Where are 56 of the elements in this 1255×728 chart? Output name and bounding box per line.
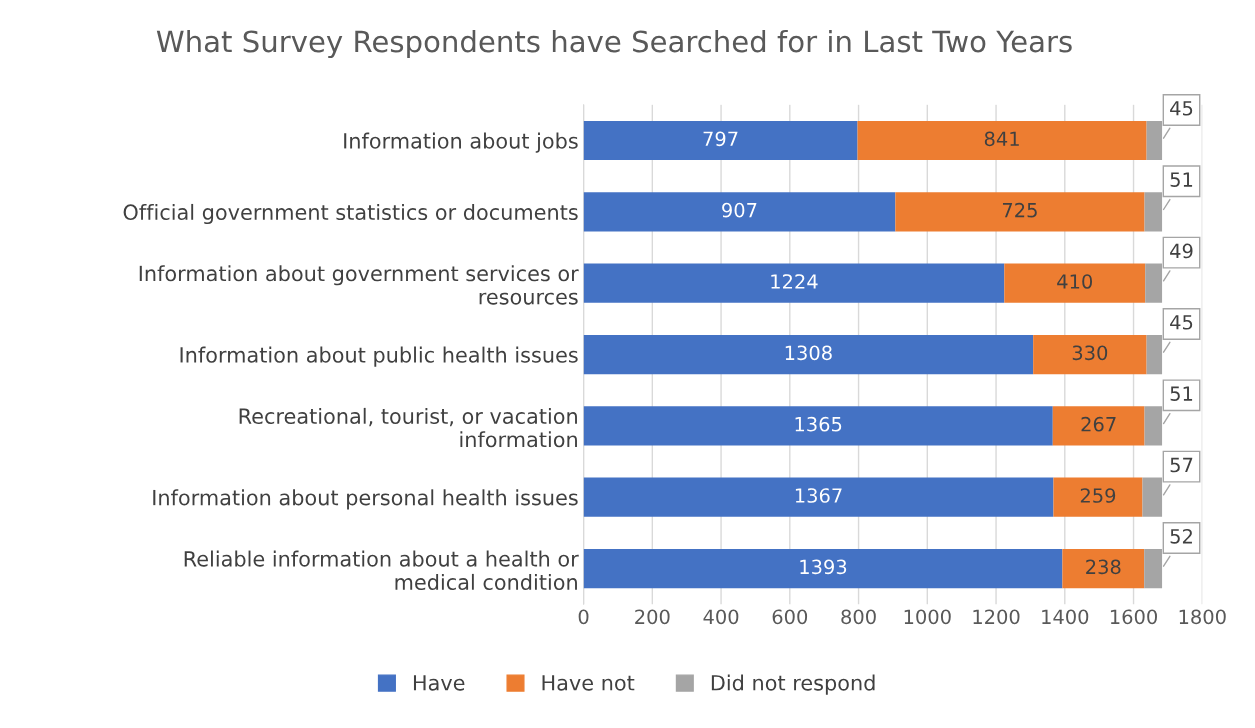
data-label: 1367 bbox=[795, 488, 842, 503]
bar bbox=[583, 263, 1005, 303]
y-tick-label: Recreational, tourist, or vacation information bbox=[239, 407, 577, 448]
data-label: 259 bbox=[1080, 488, 1116, 503]
data-label: 267 bbox=[1081, 416, 1116, 432]
data-label: 841 bbox=[984, 131, 1019, 147]
x-tick-label: 1600 bbox=[1110, 609, 1157, 625]
x-tick-label: 1000 bbox=[904, 609, 951, 625]
x-tick-label: 0 bbox=[578, 609, 589, 625]
bar bbox=[895, 192, 1145, 232]
bar bbox=[1033, 334, 1147, 375]
y-tick-label: Official government statistics or documents bbox=[123, 203, 578, 225]
bar bbox=[1053, 477, 1143, 517]
data-label: 51 bbox=[1170, 386, 1193, 401]
y-tick-label: Information about government services or resources bbox=[139, 265, 579, 305]
legend-label: Have not bbox=[542, 675, 635, 691]
x-tick-label: 600 bbox=[772, 609, 808, 625]
data-label: 52 bbox=[1170, 528, 1192, 544]
y-tick-label: Information about jobs bbox=[344, 132, 578, 153]
data-label: 725 bbox=[1002, 202, 1037, 218]
y-tick-label: Reliable information about a health or medical condition bbox=[184, 550, 579, 591]
bar bbox=[583, 406, 1053, 446]
data-label: 1308 bbox=[785, 345, 832, 361]
bar bbox=[583, 192, 896, 232]
bar bbox=[583, 477, 1054, 517]
x-tick-label: 1200 bbox=[973, 609, 1020, 625]
bar bbox=[1052, 406, 1145, 446]
data-label: 45 bbox=[1170, 101, 1193, 116]
x-tick-label: 200 bbox=[635, 609, 670, 625]
data-label: 1224 bbox=[771, 274, 818, 289]
data-label: 57 bbox=[1170, 457, 1193, 473]
data-label: 1393 bbox=[800, 559, 847, 575]
data-label: 410 bbox=[1057, 274, 1093, 289]
data-label: 797 bbox=[703, 131, 738, 147]
data-label: 49 bbox=[1170, 243, 1193, 259]
bar bbox=[583, 120, 858, 161]
y-tick-label: Information about personal health issues bbox=[153, 489, 578, 510]
bar bbox=[1062, 548, 1145, 589]
data-label: 45 bbox=[1170, 315, 1193, 330]
bar bbox=[583, 334, 1034, 375]
chart-title: What Survey Respondents have Searched for in Last Two Years bbox=[156, 29, 1072, 59]
data-label: 330 bbox=[1072, 345, 1108, 361]
bar bbox=[857, 120, 1147, 161]
bar bbox=[1004, 263, 1146, 303]
bar bbox=[583, 548, 1063, 589]
y-tick-label: Information about public health issues bbox=[180, 346, 578, 367]
x-tick-label: 1800 bbox=[1179, 609, 1226, 625]
data-label: 51 bbox=[1170, 172, 1193, 187]
data-label: 907 bbox=[722, 202, 757, 218]
legend-label: Did not respond bbox=[711, 674, 875, 695]
x-tick-label: 1400 bbox=[1042, 609, 1089, 625]
x-tick-label: 800 bbox=[841, 609, 876, 625]
x-tick-label: 400 bbox=[703, 609, 739, 625]
data-label: 238 bbox=[1086, 559, 1121, 575]
data-label: 1365 bbox=[795, 416, 842, 432]
legend-label: Have bbox=[413, 675, 465, 691]
